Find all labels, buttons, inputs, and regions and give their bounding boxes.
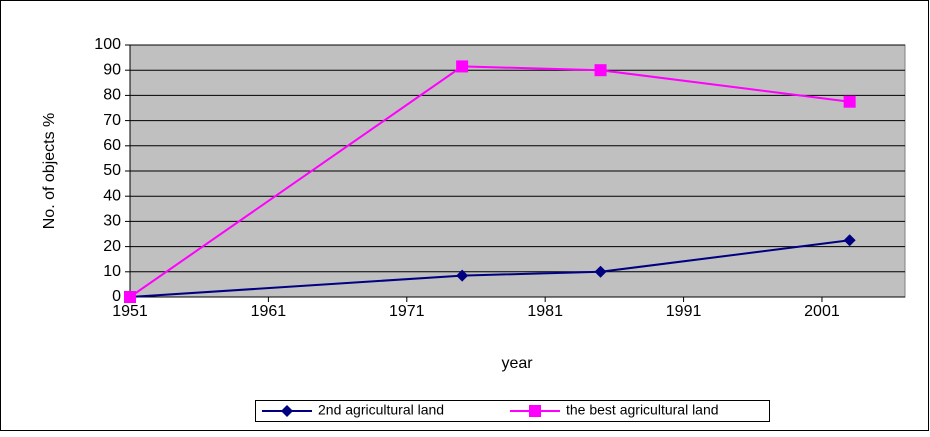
legend-marker (281, 405, 293, 417)
y-tick-label: 10 (103, 263, 121, 280)
point (594, 265, 607, 278)
point (594, 64, 607, 77)
x-tick-label: 1981 (527, 303, 563, 320)
point (124, 291, 136, 303)
point (456, 269, 469, 282)
y-tick-label: 20 (103, 238, 121, 255)
y-tick-label: 60 (103, 137, 121, 154)
series-line (129, 239, 850, 298)
y-tick-label: 100 (94, 36, 121, 53)
y-tick-label: 90 (103, 61, 121, 78)
x-tick-label: 1991 (666, 303, 702, 320)
y-tick-label: 50 (103, 162, 121, 179)
y-tick-label: 80 (103, 87, 121, 104)
legend-label: the best agricultural land (566, 402, 719, 418)
x-axis-label: year (501, 355, 533, 372)
x-tick-label: 2001 (804, 303, 840, 320)
x-tick-label: 1951 (112, 303, 148, 320)
point (843, 234, 856, 247)
y-tick-label: 0 (112, 288, 121, 305)
y-tick-label: 30 (103, 213, 121, 230)
legend-marker (529, 405, 541, 417)
y-axis-label: No. of objects % (41, 113, 58, 230)
point (843, 95, 856, 108)
legend-label: 2nd agricultural land (318, 402, 444, 418)
y-tick-label: 70 (103, 112, 121, 129)
x-tick-label: 1961 (251, 303, 287, 320)
series-line (129, 65, 850, 298)
point (456, 60, 469, 73)
y-tick-label: 40 (103, 187, 121, 204)
x-tick-label: 1971 (389, 303, 425, 320)
